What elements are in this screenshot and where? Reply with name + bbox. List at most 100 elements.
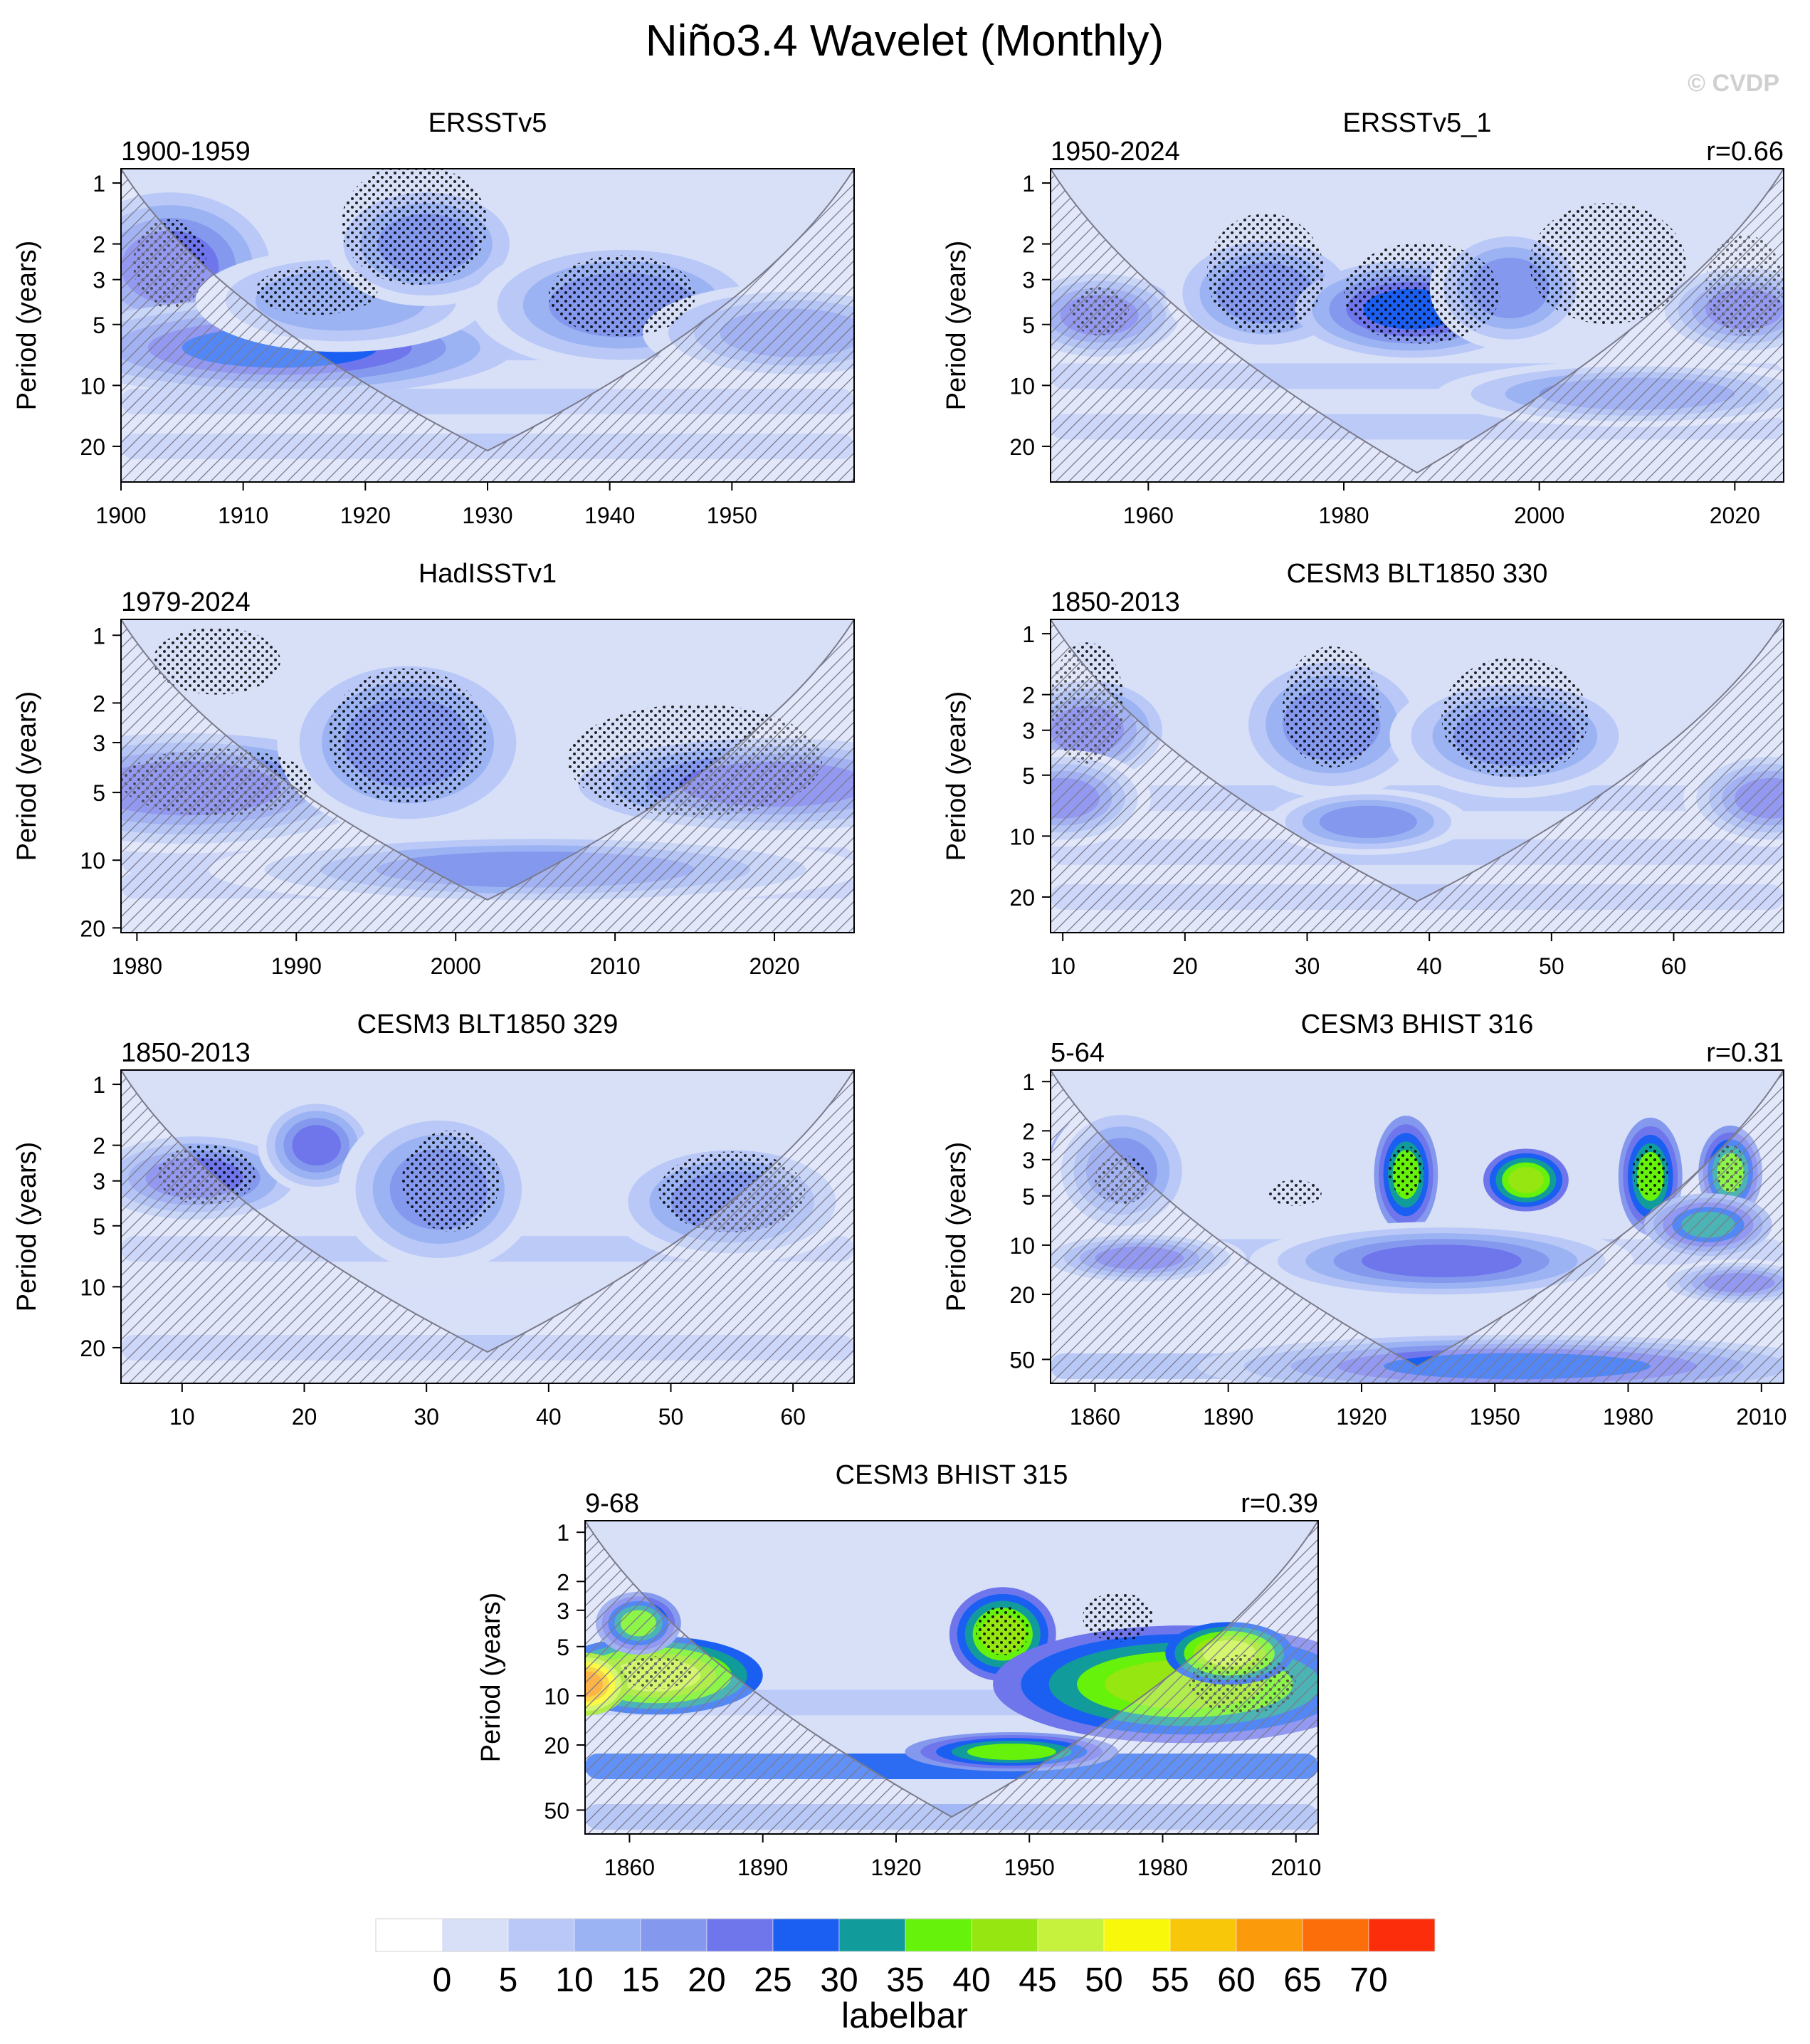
x-tick-label: 50 bbox=[658, 1404, 684, 1430]
y-tick-label: 3 bbox=[1022, 268, 1035, 293]
plot-frame bbox=[1050, 619, 1784, 933]
cone-of-influence bbox=[121, 1070, 854, 1383]
y-axis-label: Period (years) bbox=[12, 1142, 42, 1312]
y-tick-label: 3 bbox=[557, 1598, 569, 1624]
x-tick-label: 1860 bbox=[1070, 1404, 1120, 1430]
labelbar-swatch bbox=[772, 1918, 840, 1952]
y-tick-label: 5 bbox=[1022, 1184, 1035, 1210]
labelbar-swatch bbox=[640, 1918, 707, 1952]
y-tick-label: 3 bbox=[93, 268, 105, 293]
labelbar-label: 65 bbox=[1283, 1961, 1321, 1999]
panel-correlation-label: r=0.39 bbox=[1241, 1489, 1318, 1519]
labelbar-label: 50 bbox=[1085, 1961, 1122, 1999]
panel-period-label: 1979-2024 bbox=[121, 587, 251, 617]
x-tick-label: 40 bbox=[1416, 953, 1442, 979]
y-tick-label: 10 bbox=[544, 1684, 569, 1709]
x-tick-label: 2000 bbox=[1514, 503, 1564, 528]
x-tick-label: 1950 bbox=[1004, 1855, 1055, 1880]
x-tick-label: 1860 bbox=[604, 1855, 655, 1880]
significance-stipple bbox=[1632, 1146, 1668, 1195]
y-tick-label: 2 bbox=[93, 1133, 105, 1159]
y-tick-label: 2 bbox=[1022, 683, 1035, 708]
labelbar: labelbar 0 5 10 15 20 25 30 35 40 45 50 55 60 65 70 bbox=[375, 1918, 1436, 2035]
x-tick-label: 1980 bbox=[1603, 1404, 1653, 1430]
significance-stipple bbox=[1083, 1592, 1154, 1642]
labelbar-label: 55 bbox=[1151, 1961, 1189, 1999]
x-tick-label: 1890 bbox=[737, 1855, 788, 1880]
y-tick-label: 1 bbox=[93, 623, 105, 649]
significance-stipple bbox=[1283, 646, 1381, 768]
x-tick-label: 1920 bbox=[340, 503, 391, 528]
plot-area bbox=[121, 169, 854, 482]
wavelet-panel: 1 2 3 5 10 20 10 20 30 40 50 60 Period (years) CESM3 … bbox=[12, 1010, 855, 1430]
labelbar-label: 25 bbox=[754, 1961, 791, 1999]
cone-of-influence bbox=[585, 1521, 1318, 1834]
x-tick-label: 1910 bbox=[218, 503, 268, 528]
labelbar-swatch bbox=[838, 1918, 906, 1952]
panels: 1 2 3 5 10 20 1900 1910 1920 1930 1940 1950 Period (… bbox=[12, 108, 1787, 1880]
y-tick-label: 1 bbox=[557, 1520, 569, 1546]
panel-correlation-label: r=0.66 bbox=[1706, 137, 1784, 167]
y-tick-label: 20 bbox=[1009, 1282, 1035, 1308]
labelbar-label: 0 bbox=[433, 1961, 452, 1999]
y-tick-label: 2 bbox=[557, 1569, 569, 1595]
cone-of-influence bbox=[121, 169, 854, 482]
cone-of-influence bbox=[1051, 169, 1784, 482]
cone-of-influence bbox=[1051, 619, 1784, 933]
cone-of-influence bbox=[1051, 1070, 1784, 1383]
y-tick-label: 20 bbox=[1009, 885, 1035, 911]
wavelet-panel: 1 2 3 5 10 20 1960 1980 2000 2020 Period (years) ER… bbox=[942, 108, 1784, 528]
x-tick-label: 1980 bbox=[112, 953, 162, 979]
panel-title: HadISSTv1 bbox=[419, 559, 557, 589]
plot-frame bbox=[1050, 168, 1784, 483]
y-tick-label: 5 bbox=[93, 780, 105, 806]
significance-stipple bbox=[1268, 1180, 1322, 1207]
y-tick-label: 50 bbox=[1009, 1347, 1035, 1373]
labelbar-label: 35 bbox=[886, 1961, 924, 1999]
x-tick-label: 1980 bbox=[1137, 1855, 1188, 1880]
significance-stipple bbox=[976, 1606, 1030, 1655]
panel-period-label: 5-64 bbox=[1051, 1038, 1105, 1068]
x-tick-label: 20 bbox=[292, 1404, 317, 1430]
y-tick-label: 10 bbox=[80, 373, 105, 399]
significance-stipple bbox=[328, 668, 488, 804]
plot-frame bbox=[1050, 1069, 1784, 1384]
labelbar-label: 20 bbox=[688, 1961, 725, 1999]
labelbar-label: 60 bbox=[1217, 1961, 1255, 1999]
labelbar-label: 15 bbox=[621, 1961, 659, 1999]
plot-frame bbox=[120, 619, 855, 933]
x-tick-label: 2010 bbox=[1270, 1855, 1321, 1880]
x-tick-label: 2010 bbox=[590, 953, 641, 979]
y-tick-label: 5 bbox=[1022, 763, 1035, 789]
y-tick-label: 10 bbox=[80, 848, 105, 874]
labelbar-label: 40 bbox=[952, 1961, 990, 1999]
labelbar-swatch bbox=[971, 1918, 1038, 1952]
significance-stipple bbox=[341, 169, 488, 285]
labelbar-title: labelbar bbox=[841, 1996, 968, 2035]
y-tick-label: 2 bbox=[93, 232, 105, 258]
y-axis-label: Period (years) bbox=[12, 241, 42, 411]
y-tick-label: 3 bbox=[93, 730, 105, 756]
x-tick-label: 1890 bbox=[1203, 1404, 1253, 1430]
labelbar-label: 5 bbox=[499, 1961, 518, 1999]
y-tick-label: 3 bbox=[1022, 718, 1035, 744]
panel-title: CESM3 BHIST 315 bbox=[836, 1460, 1068, 1490]
labelbar-label: 10 bbox=[555, 1961, 593, 1999]
y-tick-label: 10 bbox=[1009, 824, 1035, 849]
x-tick-label: 60 bbox=[1661, 953, 1687, 979]
y-tick-label: 3 bbox=[1022, 1148, 1035, 1173]
significance-stipple bbox=[152, 627, 280, 695]
x-tick-label: 1930 bbox=[462, 503, 512, 528]
power-contour bbox=[1508, 1167, 1544, 1193]
y-axis-label: Period (years) bbox=[12, 691, 42, 861]
x-tick-label: 2020 bbox=[1710, 503, 1760, 528]
plot-frame bbox=[120, 1069, 855, 1384]
significance-stipple bbox=[1206, 212, 1325, 335]
panel-period-label: 1950-2024 bbox=[1051, 137, 1180, 167]
y-tick-label: 1 bbox=[93, 171, 105, 196]
power-contour bbox=[967, 1744, 1056, 1761]
x-tick-label: 10 bbox=[169, 1404, 195, 1430]
y-tick-label: 1 bbox=[1022, 171, 1035, 196]
y-tick-label: 5 bbox=[93, 313, 105, 338]
